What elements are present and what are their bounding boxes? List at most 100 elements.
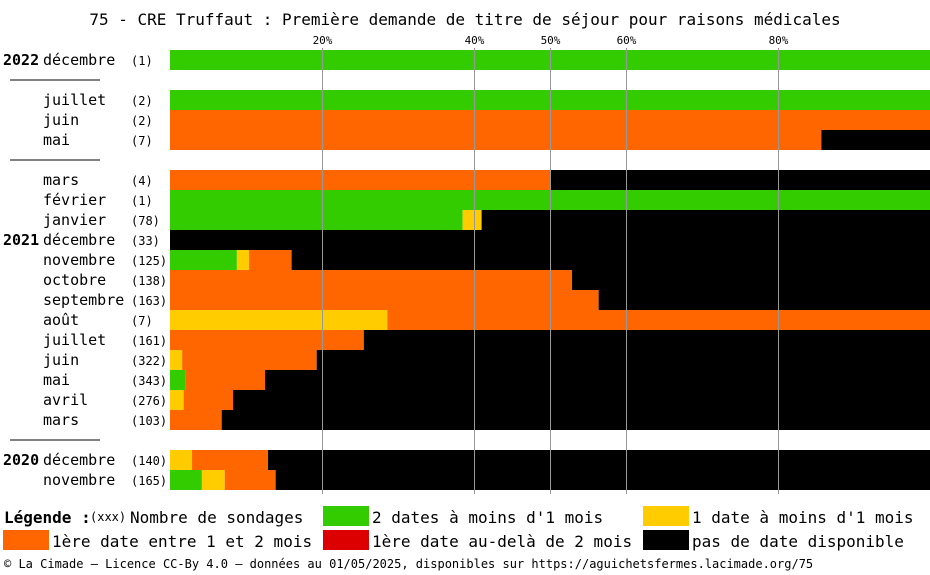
count-label: (33)	[131, 234, 160, 248]
legend-swatch-black	[643, 530, 689, 550]
month-label: mai	[43, 131, 70, 149]
count-label: (125)	[131, 254, 167, 268]
bar-segment-black	[291, 250, 930, 270]
bar-segment-yellow	[170, 390, 184, 410]
month-label: novembre	[43, 471, 115, 489]
month-label: juin	[43, 111, 79, 129]
count-label: (78)	[131, 214, 160, 228]
legend-label-red: 1ère date au-delà de 2 mois	[372, 532, 633, 551]
bar-segment-yellow	[170, 310, 388, 330]
year-label: 2020	[3, 451, 39, 469]
bar-segment-black	[821, 130, 930, 150]
legend-label-green: 2 dates à moins d'1 mois	[372, 508, 604, 527]
count-label: (1)	[131, 54, 153, 68]
count-label: (2)	[131, 94, 153, 108]
bar-segment-yellow	[462, 210, 482, 230]
grid-lines	[322, 48, 779, 494]
count-label: (165)	[131, 474, 167, 488]
bar-segment-orange	[170, 290, 599, 310]
legend-swatch-red	[323, 530, 369, 550]
bar-segment-orange	[249, 250, 292, 270]
month-label: août	[43, 311, 79, 329]
footer-credit: © La Cimade — Licence CC-By 4.0 — donnée…	[4, 557, 814, 571]
x-tick-label: 60%	[617, 34, 637, 47]
count-label: (103)	[131, 414, 167, 428]
bar-segment-black	[221, 410, 930, 430]
bar-segment-yellow	[170, 350, 183, 370]
month-label: mars	[43, 171, 79, 189]
month-label: octobre	[43, 271, 106, 289]
chart: 75 - CRE Truffaut : Première demande de …	[3, 10, 930, 494]
legend: Légende : (xxx) Nombre de sondages 2 dat…	[0, 504, 930, 554]
x-ticks: 20% 40% 50% 60% 80%	[313, 34, 789, 47]
bar-segment-black	[481, 210, 930, 230]
count-label: (7)	[131, 134, 153, 148]
bar-segment-orange	[185, 370, 265, 390]
count-label: (1)	[131, 194, 153, 208]
count-label: (276)	[131, 394, 167, 408]
bar-segment-orange	[387, 310, 930, 330]
bar-segment-green	[170, 250, 237, 270]
bars-group	[170, 50, 930, 490]
month-label: décembre	[43, 451, 115, 469]
bar-segment-black	[233, 390, 930, 410]
bar-segment-orange	[170, 270, 573, 290]
count-label: (343)	[131, 374, 167, 388]
bar-segment-orange	[170, 130, 822, 150]
x-tick-label: 20%	[313, 34, 333, 47]
month-label: décembre	[43, 51, 115, 69]
month-label: avril	[43, 391, 88, 409]
bar-segment-black	[316, 350, 930, 370]
bar-segment-orange	[192, 450, 269, 470]
month-label: mars	[43, 411, 79, 429]
count-label: (161)	[131, 334, 167, 348]
bar-segment-orange	[170, 330, 364, 350]
legend-label-yellow: 1 date à moins d'1 mois	[692, 508, 914, 527]
count-label: (138)	[131, 274, 167, 288]
x-tick-label: 80%	[769, 34, 789, 47]
bar-segment-yellow	[236, 250, 250, 270]
bar-segment-black	[550, 170, 930, 190]
bar-segment-orange	[182, 350, 317, 370]
bar-segment-black	[265, 370, 930, 390]
year-label: 2021	[3, 231, 39, 249]
bar-segment-black	[268, 450, 930, 470]
month-label: juillet	[43, 91, 106, 109]
count-label: (4)	[131, 174, 153, 188]
count-label: (163)	[131, 294, 167, 308]
bar-segment-black	[275, 470, 930, 490]
month-label: novembre	[43, 251, 115, 269]
legend-swatch-orange	[3, 530, 49, 550]
legend-label-black: pas de date disponible	[692, 532, 904, 551]
bar-segment-black	[572, 270, 930, 290]
year-label: 2022	[3, 51, 39, 69]
legend-label-orange: 1ère date entre 1 et 2 mois	[52, 532, 313, 551]
month-label: septembre	[43, 291, 124, 309]
count-label: (140)	[131, 454, 167, 468]
bar-segment-orange	[224, 470, 276, 490]
month-label: décembre	[43, 231, 115, 249]
x-tick-label: 40%	[465, 34, 485, 47]
bar-segment-black	[363, 330, 930, 350]
legend-count-marker: (xxx)	[90, 510, 127, 524]
bar-segment-yellow	[201, 470, 225, 490]
month-label: juillet	[43, 331, 106, 349]
bar-segment-orange	[183, 390, 234, 410]
legend-title: Légende :	[4, 508, 91, 527]
bar-segment-green	[170, 370, 186, 390]
bar-segment-black	[598, 290, 930, 310]
bar-segment-orange	[170, 170, 550, 190]
x-tick-label: 50%	[541, 34, 561, 47]
row-labels: 2022 décembre (1)juillet (2)juin (2)mai (7)ma…	[3, 51, 167, 489]
bar-segment-green	[170, 470, 202, 490]
legend-swatch-yellow	[643, 506, 689, 526]
month-label: janvier	[43, 211, 106, 229]
month-label: février	[43, 191, 106, 209]
count-label: (7)	[131, 314, 153, 328]
month-label: juin	[43, 351, 79, 369]
legend-swatch-green	[323, 506, 369, 526]
month-label: mai	[43, 371, 70, 389]
chart-title: 75 - CRE Truffaut : Première demande de …	[89, 10, 840, 29]
legend-count-text: Nombre de sondages	[130, 508, 304, 527]
bar-segment-orange	[170, 410, 222, 430]
